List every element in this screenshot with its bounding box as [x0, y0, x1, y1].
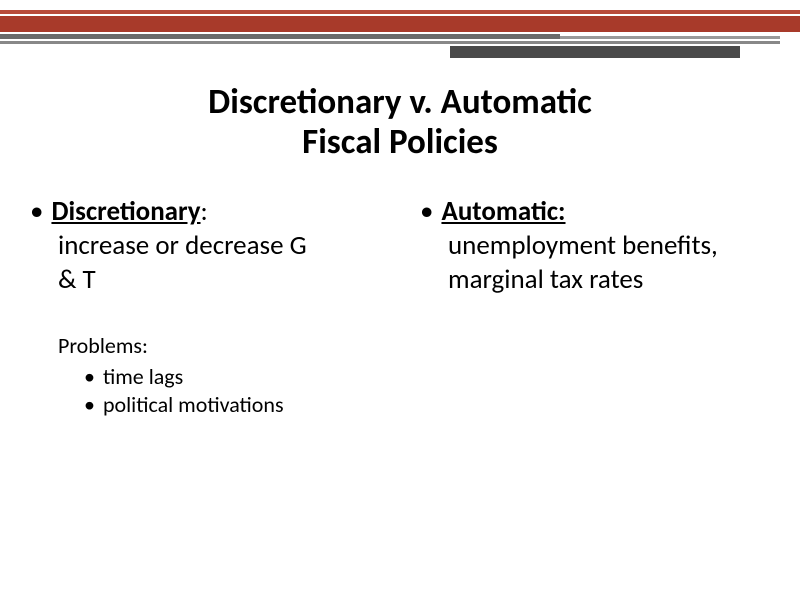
bullet-dot: •	[30, 195, 43, 229]
red-stripe-thin	[0, 10, 800, 14]
right-column: • Automatic: unemployment benefits, marg…	[420, 195, 770, 420]
left-heading-suffix: :	[201, 195, 208, 228]
problems-block: Problems: • time lags • political motiva…	[58, 332, 380, 420]
grey-stripe-2	[0, 41, 780, 44]
left-desc-line2: & T	[58, 263, 380, 297]
right-bullet: • Automatic:	[420, 195, 770, 229]
problems-item-1-text: political motivations	[103, 391, 284, 420]
red-stripe-thick	[0, 16, 800, 32]
left-heading-wrap: Discretionary:	[51, 195, 207, 229]
header-decoration	[0, 0, 800, 58]
problems-title: Problems:	[58, 332, 380, 361]
bullet-dot: •	[84, 391, 95, 420]
left-column: • Discretionary: increase or decrease G …	[30, 195, 380, 420]
title-line-1: Discretionary v. Automatic	[0, 82, 800, 122]
problems-item-0: • time lags	[84, 363, 380, 392]
right-heading: Automatic:	[441, 195, 565, 229]
bullet-dot: •	[420, 195, 433, 229]
grey-stripe-3	[450, 46, 740, 58]
grey-stripe-4	[560, 36, 780, 39]
content-columns: • Discretionary: increase or decrease G …	[30, 195, 770, 420]
left-heading: Discretionary	[51, 195, 200, 228]
slide-title: Discretionary v. Automatic Fiscal Polici…	[0, 82, 800, 163]
left-desc-line1: increase or decrease G	[58, 229, 380, 263]
left-bullet: • Discretionary:	[30, 195, 380, 229]
problems-item-0-text: time lags	[103, 363, 183, 392]
grey-stripe-1	[0, 34, 560, 39]
title-line-2: Fiscal Policies	[0, 122, 800, 162]
problems-item-1: • political motivations	[84, 391, 380, 420]
right-desc-line1: unemployment benefits,	[448, 229, 770, 263]
right-desc-line2: marginal tax rates	[448, 263, 770, 297]
bullet-dot: •	[84, 363, 95, 392]
